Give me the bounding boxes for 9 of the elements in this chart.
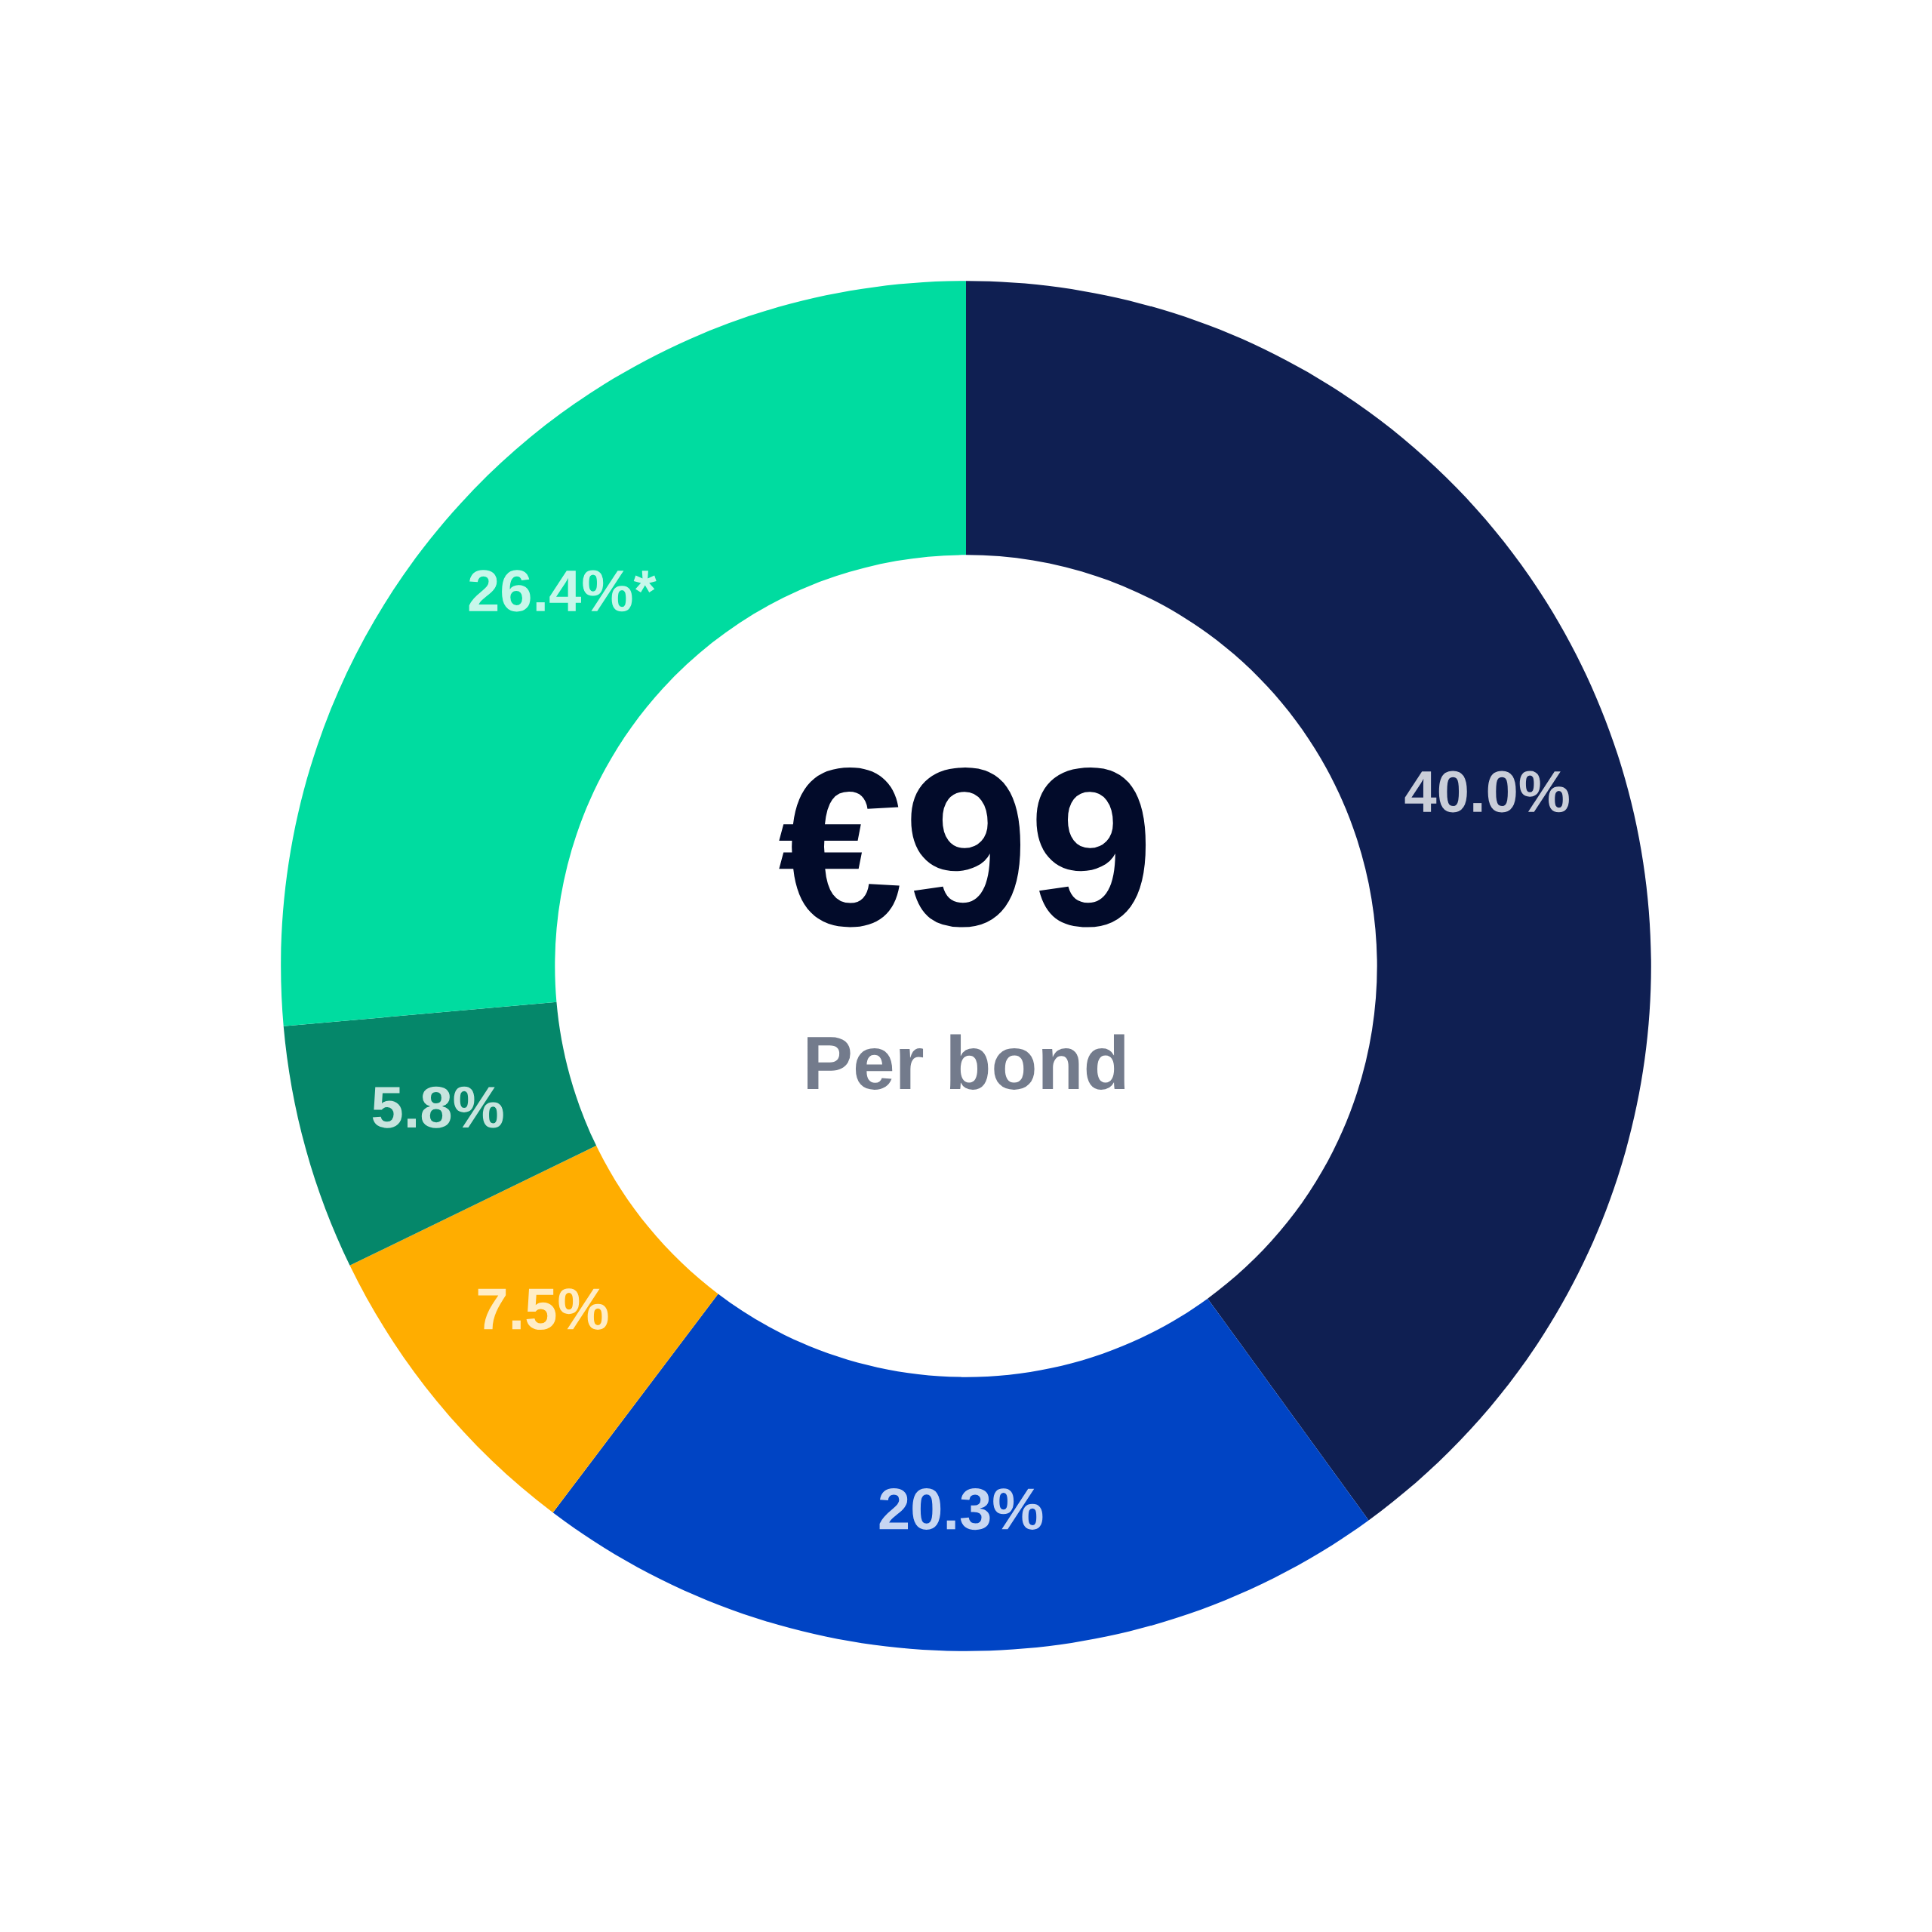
text: Per bond: [808, 1034, 1125, 1090]
data-label: 40.0%: [1404, 771, 1569, 813]
data-label: 26.4%*: [469, 570, 657, 612]
donut-slice: [349, 1146, 718, 1513]
data-label: 20.3%: [879, 1488, 1043, 1531]
text: €99: [779, 768, 1146, 928]
data-label: 7.5%: [478, 1288, 608, 1331]
donut-slice: [283, 1001, 597, 1266]
data-label: 5.8%: [372, 1086, 503, 1128]
